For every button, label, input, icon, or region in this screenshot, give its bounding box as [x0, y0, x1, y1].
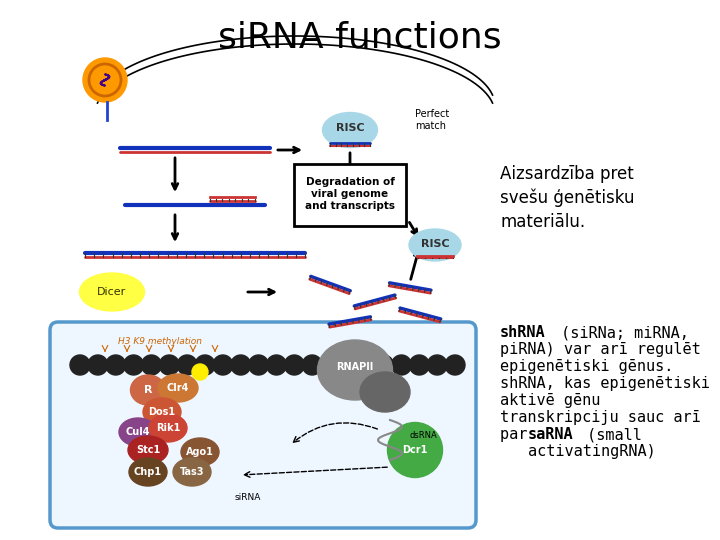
Circle shape [392, 355, 411, 375]
Text: piRNA) var arī regulēt: piRNA) var arī regulēt [500, 342, 701, 357]
Circle shape [88, 355, 108, 375]
Circle shape [356, 355, 376, 375]
Text: siRNA: siRNA [235, 492, 261, 502]
Circle shape [192, 364, 208, 380]
Ellipse shape [128, 436, 168, 464]
Text: (small: (small [578, 427, 642, 442]
Circle shape [195, 355, 215, 375]
Text: shRNA, kas epigenētiski: shRNA, kas epigenētiski [500, 376, 710, 391]
Circle shape [338, 355, 358, 375]
Text: H3 K9 methylation: H3 K9 methylation [118, 338, 202, 347]
Text: Dos1: Dos1 [148, 407, 176, 417]
Text: Degradation of
viral genome
and transcripts: Degradation of viral genome and transcri… [305, 178, 395, 211]
Text: R: R [144, 385, 152, 395]
Ellipse shape [83, 58, 127, 102]
Text: Cul4: Cul4 [126, 427, 150, 437]
Text: siRNA functions: siRNA functions [218, 20, 502, 54]
Ellipse shape [143, 398, 181, 426]
Ellipse shape [409, 229, 461, 261]
Text: Ago1: Ago1 [186, 447, 214, 457]
Circle shape [248, 355, 269, 375]
Text: activatingRNA): activatingRNA) [528, 444, 656, 459]
Text: Aizsardzība pret
svešu ģenētisku
materiālu.: Aizsardzība pret svešu ģenētisku materiā… [500, 165, 634, 231]
Ellipse shape [387, 422, 443, 477]
Text: dsRNA: dsRNA [410, 430, 438, 440]
Circle shape [266, 355, 287, 375]
Text: RISC: RISC [336, 123, 364, 133]
FancyBboxPatch shape [50, 322, 476, 528]
Circle shape [70, 355, 90, 375]
Ellipse shape [173, 458, 211, 486]
Circle shape [409, 355, 429, 375]
Ellipse shape [158, 374, 198, 402]
Circle shape [124, 355, 143, 375]
Circle shape [230, 355, 251, 375]
Text: Stc1: Stc1 [136, 445, 160, 455]
Text: Clr4: Clr4 [167, 383, 189, 393]
Ellipse shape [149, 414, 187, 442]
FancyBboxPatch shape [294, 164, 406, 226]
Ellipse shape [130, 375, 166, 405]
Text: aktivē gēnu: aktivē gēnu [500, 393, 600, 408]
Circle shape [213, 355, 233, 375]
Circle shape [141, 355, 161, 375]
Text: RNAPII: RNAPII [336, 362, 374, 372]
Ellipse shape [79, 273, 145, 311]
Text: Tas3: Tas3 [180, 467, 204, 477]
Circle shape [427, 355, 447, 375]
Circle shape [374, 355, 394, 375]
Ellipse shape [323, 112, 377, 147]
Text: Chp1: Chp1 [134, 467, 162, 477]
Ellipse shape [181, 438, 219, 466]
Text: Dcr1: Dcr1 [402, 445, 428, 455]
Circle shape [177, 355, 197, 375]
Ellipse shape [318, 340, 392, 400]
Text: saRNA: saRNA [528, 427, 574, 442]
Circle shape [320, 355, 340, 375]
Text: RISC: RISC [420, 239, 449, 249]
Text: (siRNa; miRNA,: (siRNa; miRNA, [552, 325, 689, 340]
Ellipse shape [119, 418, 157, 446]
Circle shape [159, 355, 179, 375]
Text: shRNA: shRNA [500, 325, 546, 340]
Text: Rik1: Rik1 [156, 423, 180, 433]
Text: transkripciju sauc arī: transkripciju sauc arī [500, 410, 701, 425]
Text: Perfect
match: Perfect match [415, 109, 449, 131]
Circle shape [284, 355, 305, 375]
Circle shape [106, 355, 126, 375]
Text: Dicer: Dicer [97, 287, 127, 297]
Circle shape [445, 355, 465, 375]
Ellipse shape [129, 458, 167, 486]
Ellipse shape [360, 372, 410, 412]
Text: epigenētiski gēnus.: epigenētiski gēnus. [500, 359, 673, 374]
Text: par: par [500, 427, 536, 442]
Circle shape [302, 355, 322, 375]
